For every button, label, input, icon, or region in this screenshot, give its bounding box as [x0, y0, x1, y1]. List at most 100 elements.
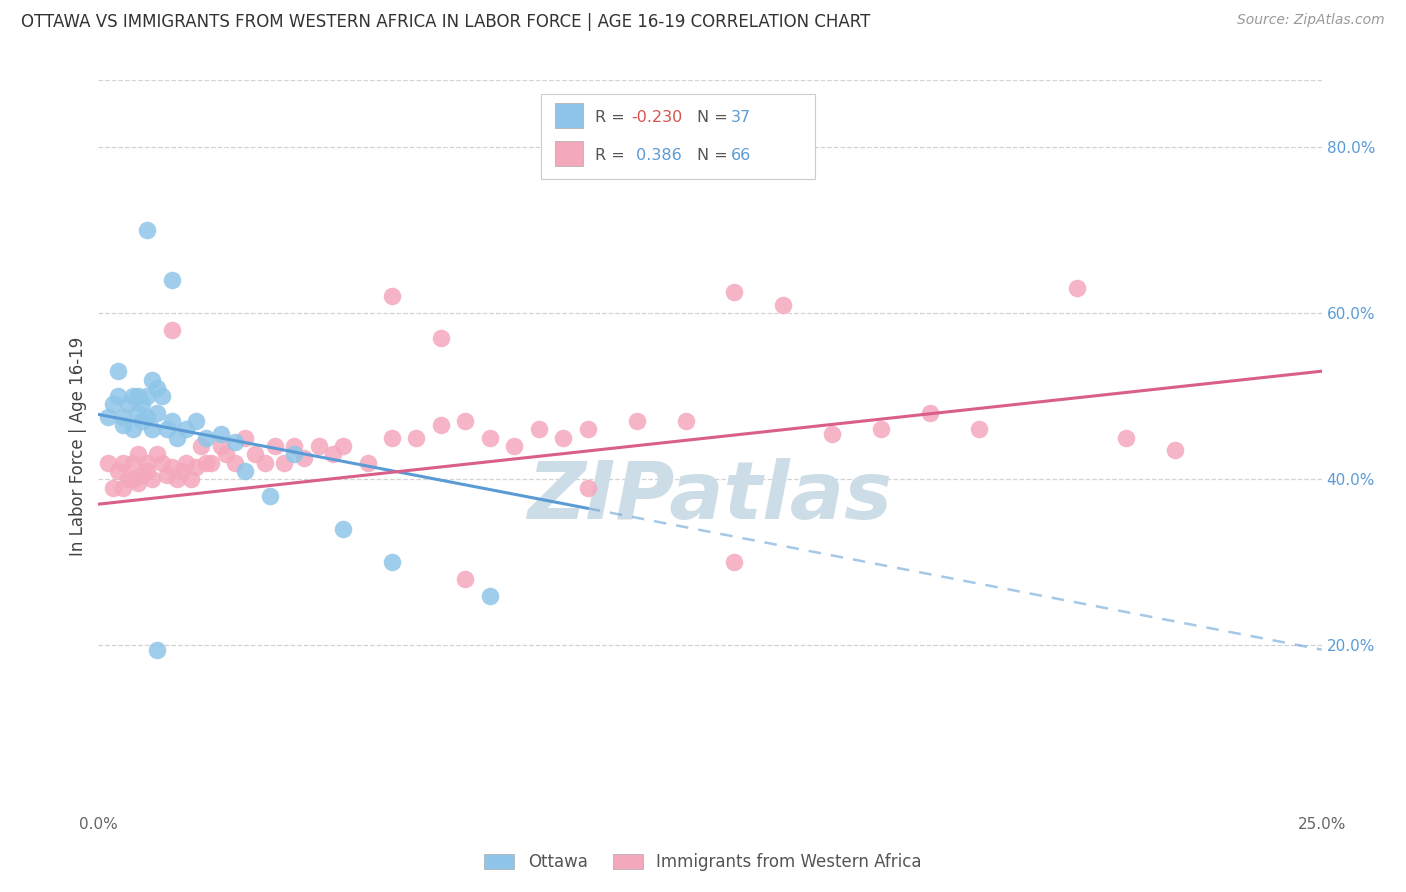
Point: [292, 451, 315, 466]
Text: OTTAWA VS IMMIGRANTS FROM WESTERN AFRICA IN LABOR FORCE | AGE 16-19 CORRELATION : OTTAWA VS IMMIGRANTS FROM WESTERN AFRICA…: [21, 13, 870, 31]
Point: [967, 422, 990, 436]
Point: [160, 323, 183, 337]
Point: [772, 298, 794, 312]
Point: [107, 389, 129, 403]
Point: [176, 422, 198, 436]
Point: [131, 468, 153, 483]
Point: [821, 426, 844, 441]
Y-axis label: In Labor Force | Age 16-19: In Labor Force | Age 16-19: [69, 336, 87, 556]
Point: [156, 422, 179, 436]
Point: [381, 555, 404, 569]
Point: [224, 456, 246, 470]
Point: [381, 431, 404, 445]
Point: [160, 414, 183, 428]
Point: [156, 468, 179, 483]
Point: [527, 422, 550, 436]
Point: [224, 434, 246, 449]
Point: [127, 476, 149, 491]
Point: [503, 439, 526, 453]
Point: [101, 397, 124, 411]
Point: [209, 426, 232, 441]
Point: [97, 409, 120, 424]
Point: [146, 447, 169, 461]
Text: R =: R =: [595, 148, 630, 163]
Point: [166, 472, 188, 486]
Point: [111, 481, 134, 495]
Point: [146, 406, 169, 420]
Point: [131, 414, 153, 428]
Point: [170, 464, 193, 478]
Point: [233, 431, 256, 445]
Point: [454, 572, 477, 586]
Point: [107, 364, 129, 378]
Point: [131, 397, 153, 411]
Point: [160, 459, 183, 474]
Point: [127, 447, 149, 461]
Point: [233, 464, 256, 478]
Point: [190, 439, 212, 453]
Point: [117, 472, 139, 486]
Point: [136, 389, 159, 403]
Text: ZIPatlas: ZIPatlas: [527, 458, 893, 536]
Point: [141, 472, 163, 486]
Point: [356, 456, 378, 470]
Point: [186, 459, 208, 474]
Point: [920, 406, 942, 420]
Point: [146, 381, 169, 395]
Point: [136, 409, 159, 424]
Point: [283, 447, 305, 461]
Point: [870, 422, 893, 436]
Point: [180, 472, 202, 486]
Point: [332, 439, 354, 453]
Point: [186, 414, 208, 428]
Point: [243, 447, 266, 461]
Point: [101, 481, 124, 495]
Point: [332, 522, 354, 536]
Point: [553, 431, 575, 445]
Point: [127, 389, 149, 403]
Point: [97, 456, 120, 470]
Text: N =: N =: [697, 148, 734, 163]
Point: [273, 456, 295, 470]
Point: [136, 464, 159, 478]
Point: [166, 431, 188, 445]
Point: [576, 481, 599, 495]
Point: [405, 431, 427, 445]
Point: [283, 439, 305, 453]
Point: [214, 447, 236, 461]
Point: [576, 422, 599, 436]
Text: -0.230: -0.230: [631, 110, 682, 125]
Point: [141, 422, 163, 436]
Point: [200, 456, 222, 470]
Point: [150, 456, 173, 470]
Point: [253, 456, 276, 470]
Point: [136, 456, 159, 470]
Point: [308, 439, 330, 453]
Point: [121, 472, 143, 486]
Point: [146, 642, 169, 657]
Point: [1115, 431, 1137, 445]
Point: [121, 456, 143, 470]
Point: [381, 289, 404, 303]
Text: R =: R =: [595, 110, 630, 125]
Point: [107, 464, 129, 478]
Point: [675, 414, 697, 428]
Point: [176, 456, 198, 470]
Text: Source: ZipAtlas.com: Source: ZipAtlas.com: [1237, 13, 1385, 28]
Text: N =: N =: [697, 110, 734, 125]
Point: [626, 414, 648, 428]
Text: 0.386: 0.386: [631, 148, 682, 163]
Point: [111, 418, 134, 433]
Point: [136, 223, 159, 237]
Point: [127, 406, 149, 420]
Point: [195, 431, 218, 445]
Point: [430, 331, 453, 345]
Point: [723, 555, 745, 569]
Point: [322, 447, 344, 461]
Point: [430, 418, 453, 433]
Point: [478, 589, 501, 603]
Legend: Ottawa, Immigrants from Western Africa: Ottawa, Immigrants from Western Africa: [477, 845, 929, 880]
Text: 37: 37: [731, 110, 751, 125]
Point: [454, 414, 477, 428]
Text: 66: 66: [731, 148, 751, 163]
